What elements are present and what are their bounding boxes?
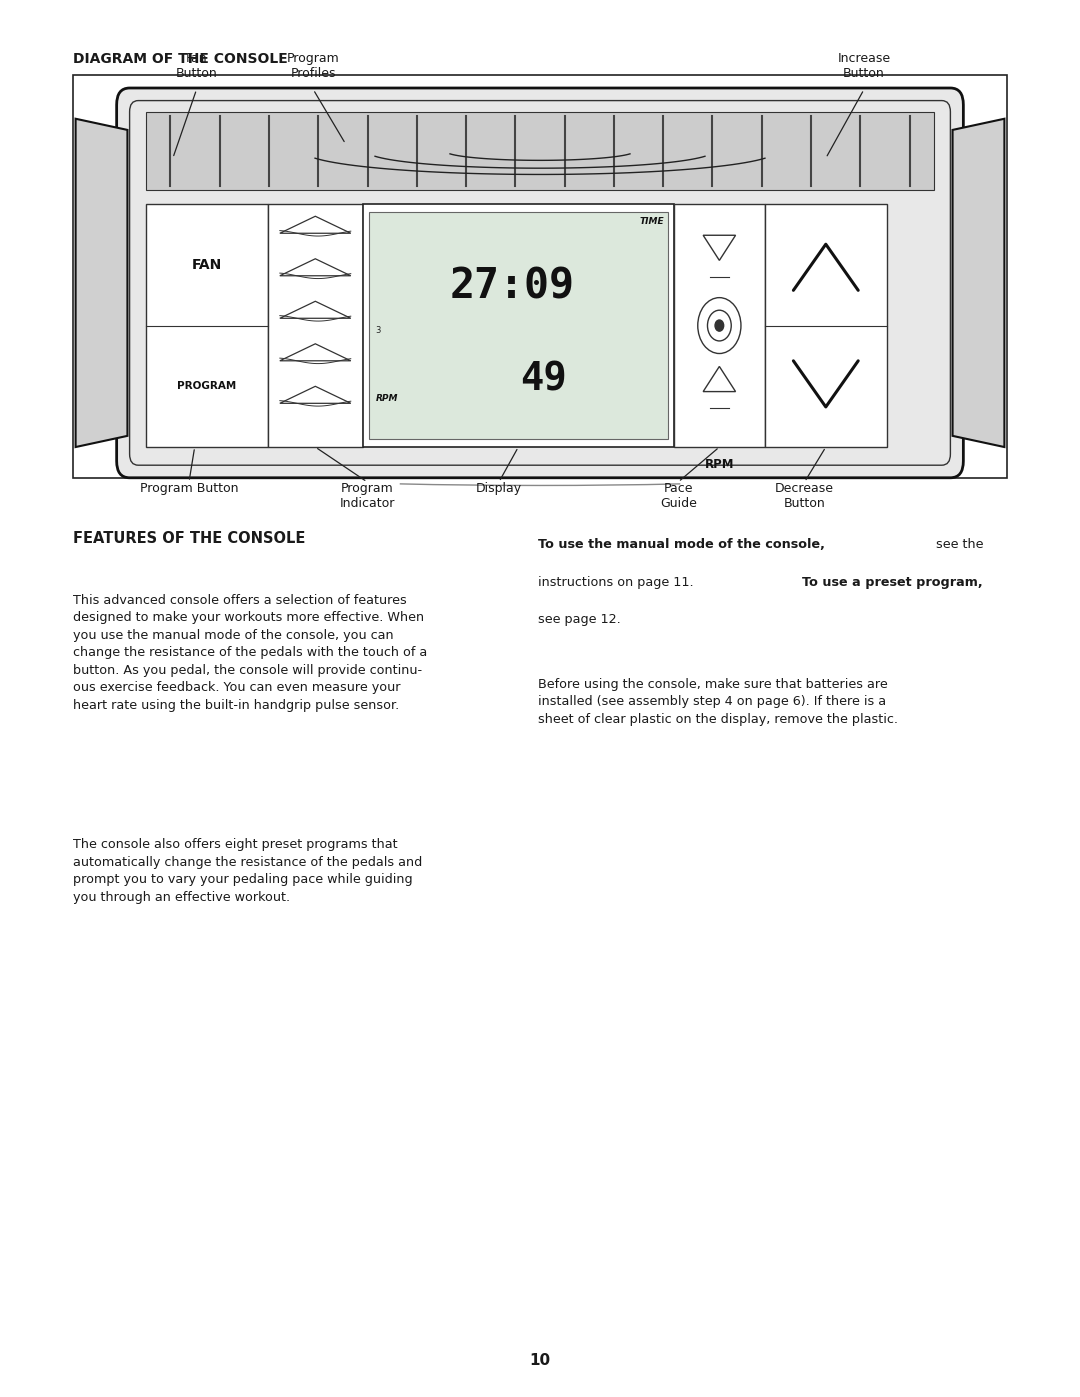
Text: 10: 10 — [529, 1354, 551, 1368]
Text: Before using the console, make sure that batteries are
installed (see assembly s: Before using the console, make sure that… — [538, 678, 897, 725]
Text: RPM: RPM — [704, 458, 734, 471]
Text: Program Button: Program Button — [139, 482, 239, 495]
Text: FAN: FAN — [192, 258, 222, 272]
Bar — [146, 112, 934, 190]
Bar — [765, 204, 887, 447]
Bar — [73, 75, 1007, 478]
Bar — [268, 204, 363, 447]
Polygon shape — [953, 119, 1004, 447]
Text: Decrease
Button: Decrease Button — [775, 482, 834, 510]
Text: FEATURES OF THE CONSOLE: FEATURES OF THE CONSOLE — [73, 531, 306, 546]
Text: The console also offers eight preset programs that
automatically change the resi: The console also offers eight preset pro… — [73, 838, 422, 904]
Text: see the: see the — [932, 538, 984, 550]
FancyBboxPatch shape — [117, 88, 963, 478]
Text: Display: Display — [476, 482, 522, 495]
Text: see page 12.: see page 12. — [538, 613, 621, 626]
Text: 49: 49 — [519, 360, 567, 398]
Text: DIAGRAM OF THE CONSOLE: DIAGRAM OF THE CONSOLE — [73, 52, 288, 66]
Text: Program
Profiles: Program Profiles — [287, 52, 339, 80]
Text: RPM: RPM — [376, 394, 399, 402]
Bar — [369, 212, 667, 439]
Text: instructions on page 11.: instructions on page 11. — [538, 576, 698, 588]
Text: To use a preset program,: To use a preset program, — [802, 576, 983, 588]
Bar — [146, 204, 268, 447]
Polygon shape — [76, 119, 127, 447]
Bar — [674, 204, 765, 447]
Text: To use the manual mode of the console,: To use the manual mode of the console, — [538, 538, 825, 550]
Text: Program
Indicator: Program Indicator — [339, 482, 395, 510]
Bar — [363, 204, 674, 447]
Text: Increase
Button: Increase Button — [837, 52, 891, 80]
Text: TIME: TIME — [639, 217, 664, 226]
Text: This advanced console offers a selection of features
designed to make your worko: This advanced console offers a selection… — [73, 594, 428, 711]
Text: 27:09: 27:09 — [449, 265, 575, 307]
Text: 3: 3 — [376, 326, 381, 335]
Text: PROGRAM: PROGRAM — [177, 381, 237, 391]
FancyBboxPatch shape — [130, 101, 950, 465]
Text: Fan
Button: Fan Button — [176, 52, 217, 80]
Circle shape — [715, 320, 724, 331]
Text: Pace
Guide: Pace Guide — [660, 482, 697, 510]
